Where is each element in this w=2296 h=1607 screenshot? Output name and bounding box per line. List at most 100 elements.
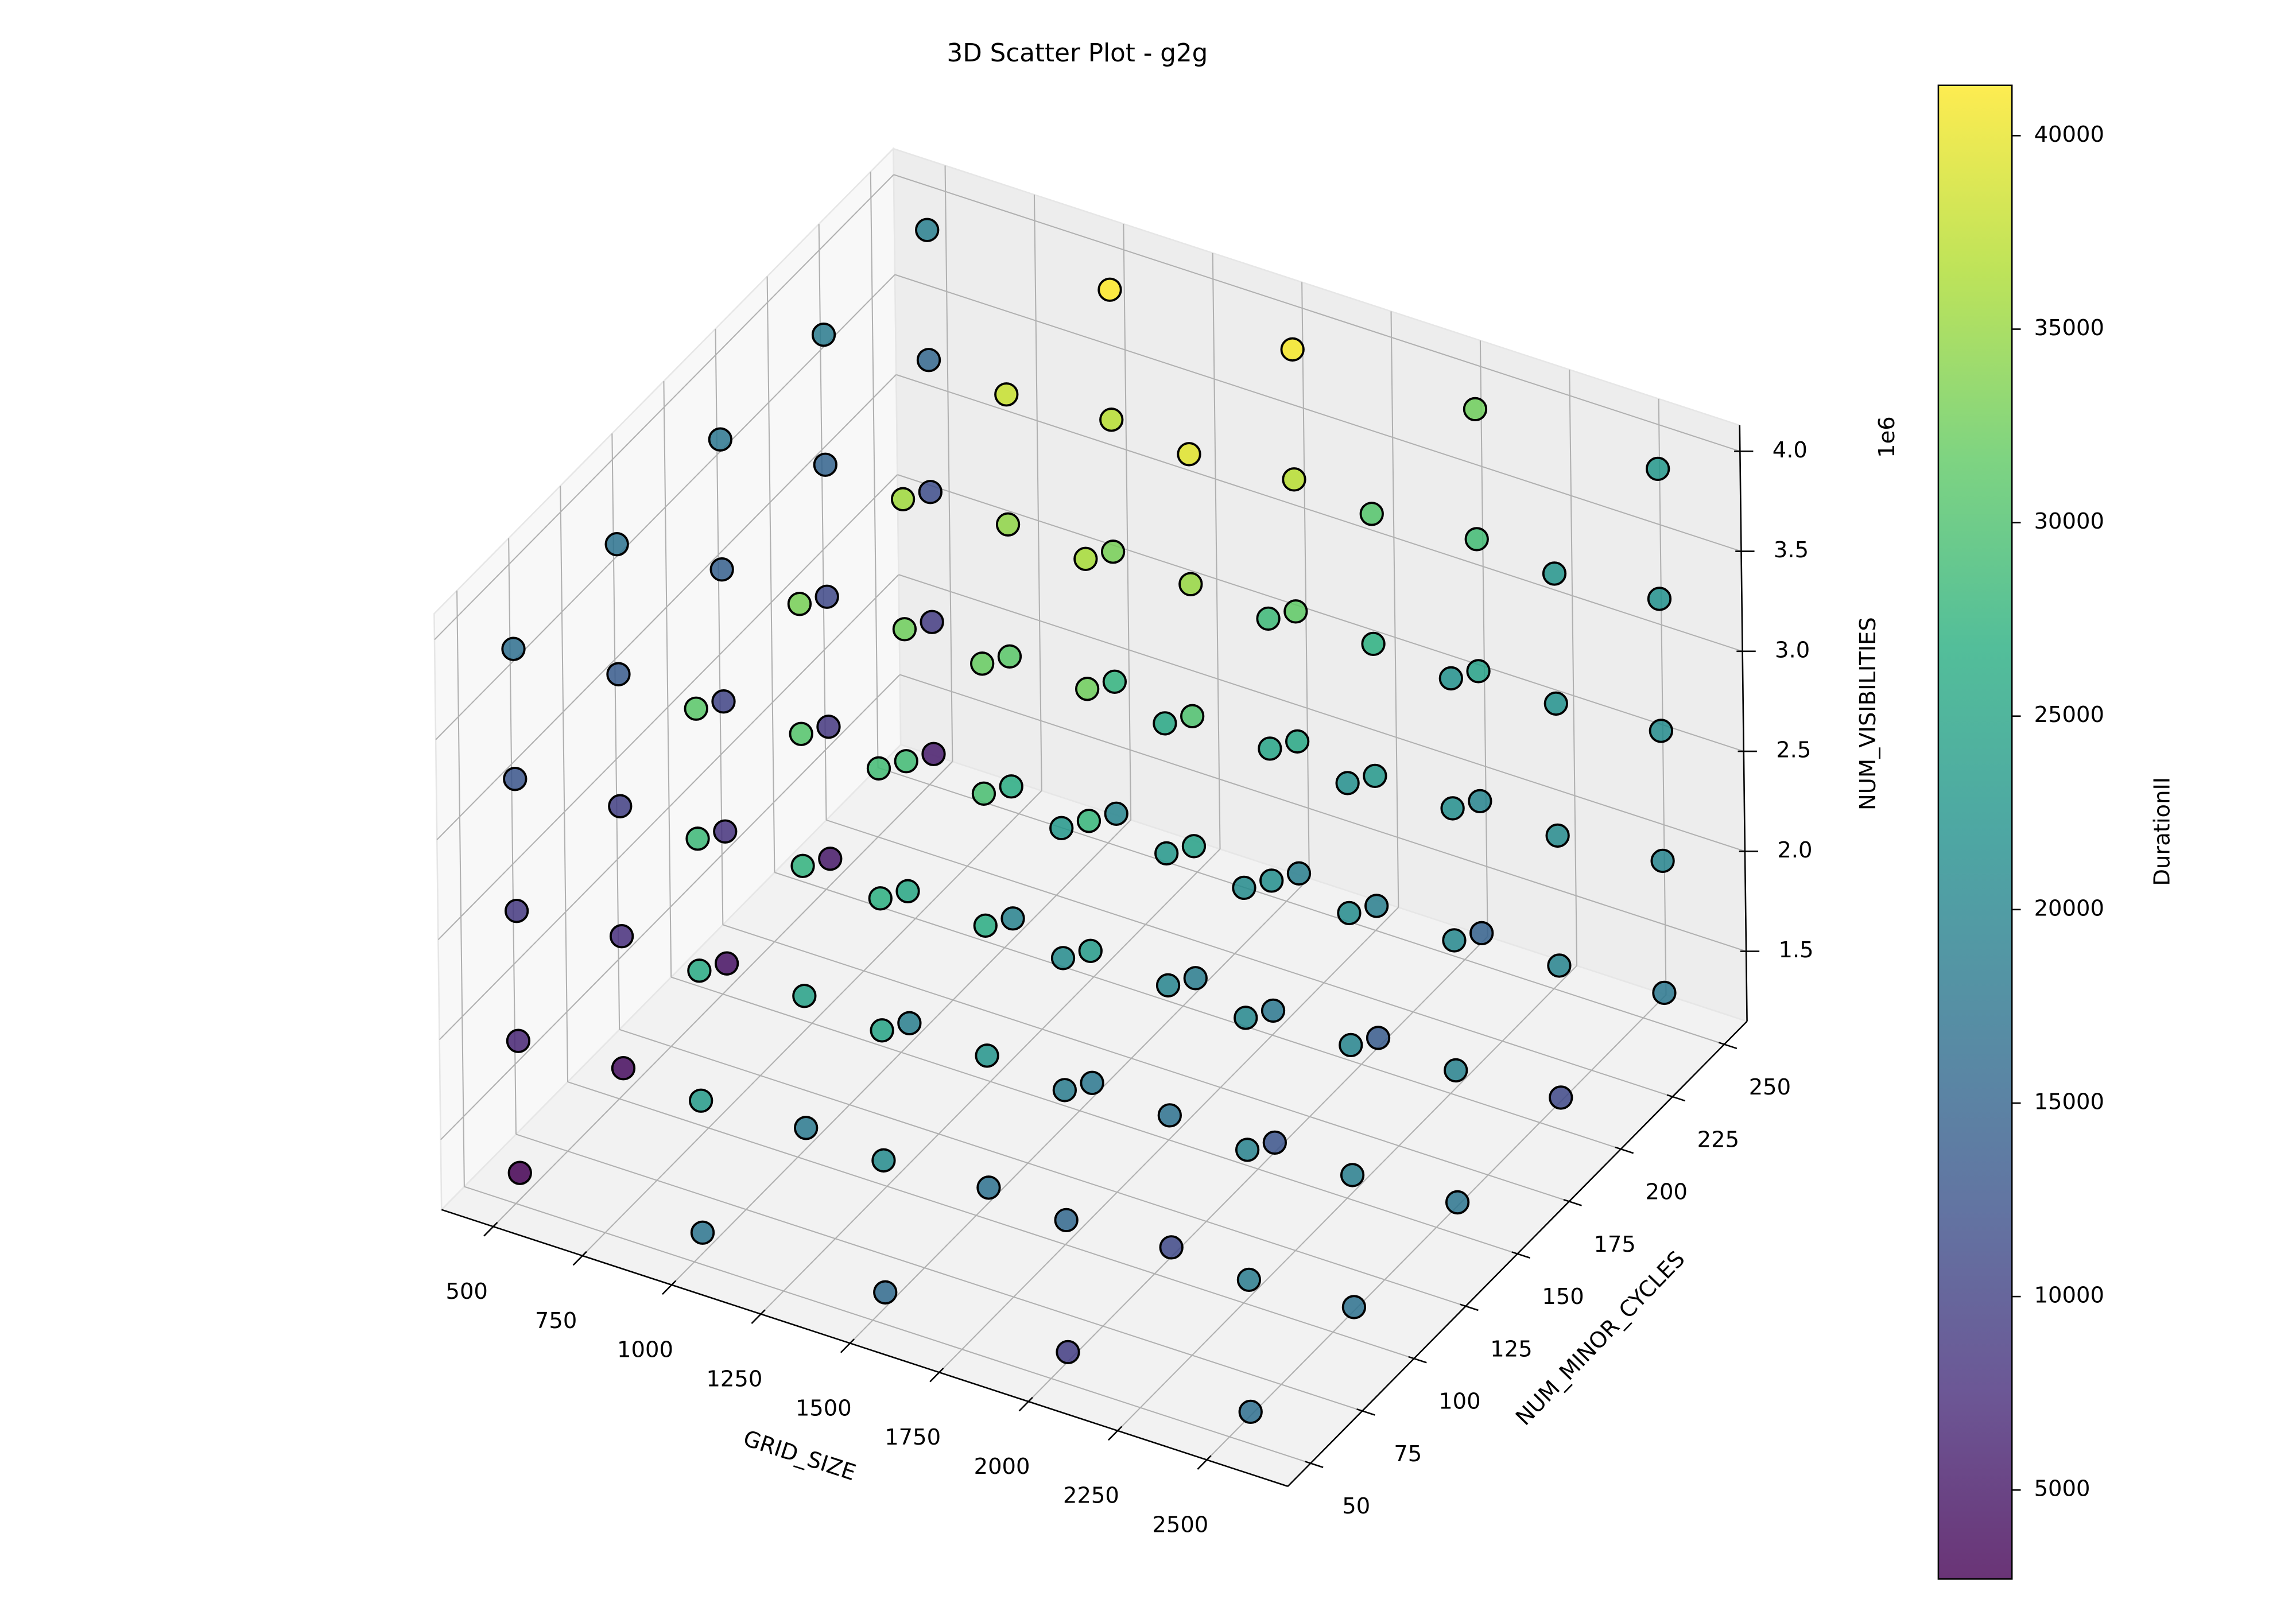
point <box>792 984 817 1008</box>
point <box>606 662 631 686</box>
y-tick-label: 225 <box>1697 1127 1739 1152</box>
point <box>1466 659 1491 684</box>
colorbar-tick-label: 40000 <box>2034 122 2104 147</box>
tick-mark <box>751 1309 766 1324</box>
point <box>813 452 837 477</box>
y-tick-label: 200 <box>1646 1179 1688 1205</box>
point <box>1232 875 1256 900</box>
point <box>1054 1208 1079 1233</box>
y-tick-label: 125 <box>1490 1336 1532 1362</box>
point <box>890 487 916 511</box>
point <box>690 1220 715 1245</box>
point <box>1075 677 1100 701</box>
grid-line <box>567 1081 1414 1360</box>
x-tick-label: 1500 <box>796 1395 852 1421</box>
grid-line <box>1390 311 1399 907</box>
point <box>713 819 738 844</box>
point <box>1444 1058 1468 1083</box>
colorbar <box>1937 84 2013 1580</box>
point <box>787 592 812 616</box>
z-tick-label: 3.5 <box>1774 537 1809 563</box>
point <box>1445 1190 1470 1215</box>
tick-mark <box>1615 1146 1634 1154</box>
point <box>1258 736 1282 761</box>
point <box>892 617 917 642</box>
point <box>1181 834 1207 859</box>
point <box>995 512 1021 537</box>
point <box>871 1148 896 1173</box>
grid-line <box>878 767 1725 1045</box>
point <box>897 1011 922 1035</box>
point <box>1549 1085 1573 1110</box>
z-tick-label: 2.5 <box>1776 737 1811 763</box>
point <box>1339 1032 1363 1058</box>
axis-line <box>1739 425 1748 1022</box>
point <box>689 1088 713 1113</box>
x-tick-label: 1000 <box>617 1337 673 1363</box>
tick-mark <box>1356 1408 1375 1416</box>
grid <box>434 165 1747 1464</box>
point <box>604 532 629 557</box>
point <box>684 696 708 721</box>
points <box>501 218 1677 1424</box>
point <box>971 781 996 806</box>
colorbar-tick-label: 5000 <box>2034 1476 2091 1502</box>
point <box>506 1028 531 1053</box>
point <box>1359 502 1384 526</box>
point <box>916 348 941 372</box>
tick-mark <box>929 1368 944 1383</box>
point <box>1153 711 1177 736</box>
point <box>1159 1235 1184 1260</box>
grid-line <box>1479 340 1488 937</box>
grid-line <box>894 274 1742 552</box>
grid-line <box>440 674 901 1140</box>
tick-mark <box>483 1221 498 1237</box>
point <box>1104 801 1128 826</box>
point <box>501 636 526 661</box>
point <box>976 1175 1001 1200</box>
grid-line <box>670 976 1518 1255</box>
colorbar-tick-label: 10000 <box>2034 1283 2104 1309</box>
point <box>1236 1267 1262 1292</box>
tick-mark <box>1408 1356 1427 1364</box>
point <box>1545 823 1570 848</box>
z-axis-label: NUM_VISIBILITIES <box>1855 617 1881 810</box>
point <box>866 756 891 781</box>
point <box>794 1116 819 1140</box>
tick-mark <box>572 1251 587 1266</box>
point <box>918 480 943 504</box>
point <box>1646 456 1670 482</box>
y-tick-label: 100 <box>1438 1389 1480 1415</box>
colorbar-label: DurationII <box>2150 777 2175 886</box>
grid-line <box>437 474 898 940</box>
x-tick-label: 500 <box>446 1279 488 1305</box>
grid-line <box>870 172 879 768</box>
point <box>1102 669 1127 694</box>
point <box>504 899 529 923</box>
point <box>1468 789 1492 814</box>
point <box>1049 816 1074 840</box>
point <box>1052 1078 1077 1103</box>
point <box>1340 1163 1365 1187</box>
z-tick-label: 4.0 <box>1773 437 1808 463</box>
grid-line <box>464 1186 1311 1464</box>
tick-mark <box>1108 1426 1123 1441</box>
point <box>818 847 843 871</box>
point <box>1078 938 1103 963</box>
point <box>611 1056 636 1081</box>
point <box>687 958 712 983</box>
point <box>1361 631 1386 657</box>
axes: 500 750 1000 1250 1500 1750 2000 2250 2500 50 75 10… <box>441 425 1814 1538</box>
point <box>708 427 733 452</box>
tick-mark <box>1563 1198 1583 1206</box>
point <box>873 1280 898 1305</box>
point <box>1262 1130 1287 1155</box>
point <box>714 951 739 976</box>
point <box>1180 704 1205 728</box>
colorbar-tick-label: 25000 <box>2034 702 2104 728</box>
grid-line <box>893 174 1740 452</box>
point <box>1178 572 1203 596</box>
grid-line <box>619 1028 1466 1307</box>
point <box>1366 1026 1391 1050</box>
